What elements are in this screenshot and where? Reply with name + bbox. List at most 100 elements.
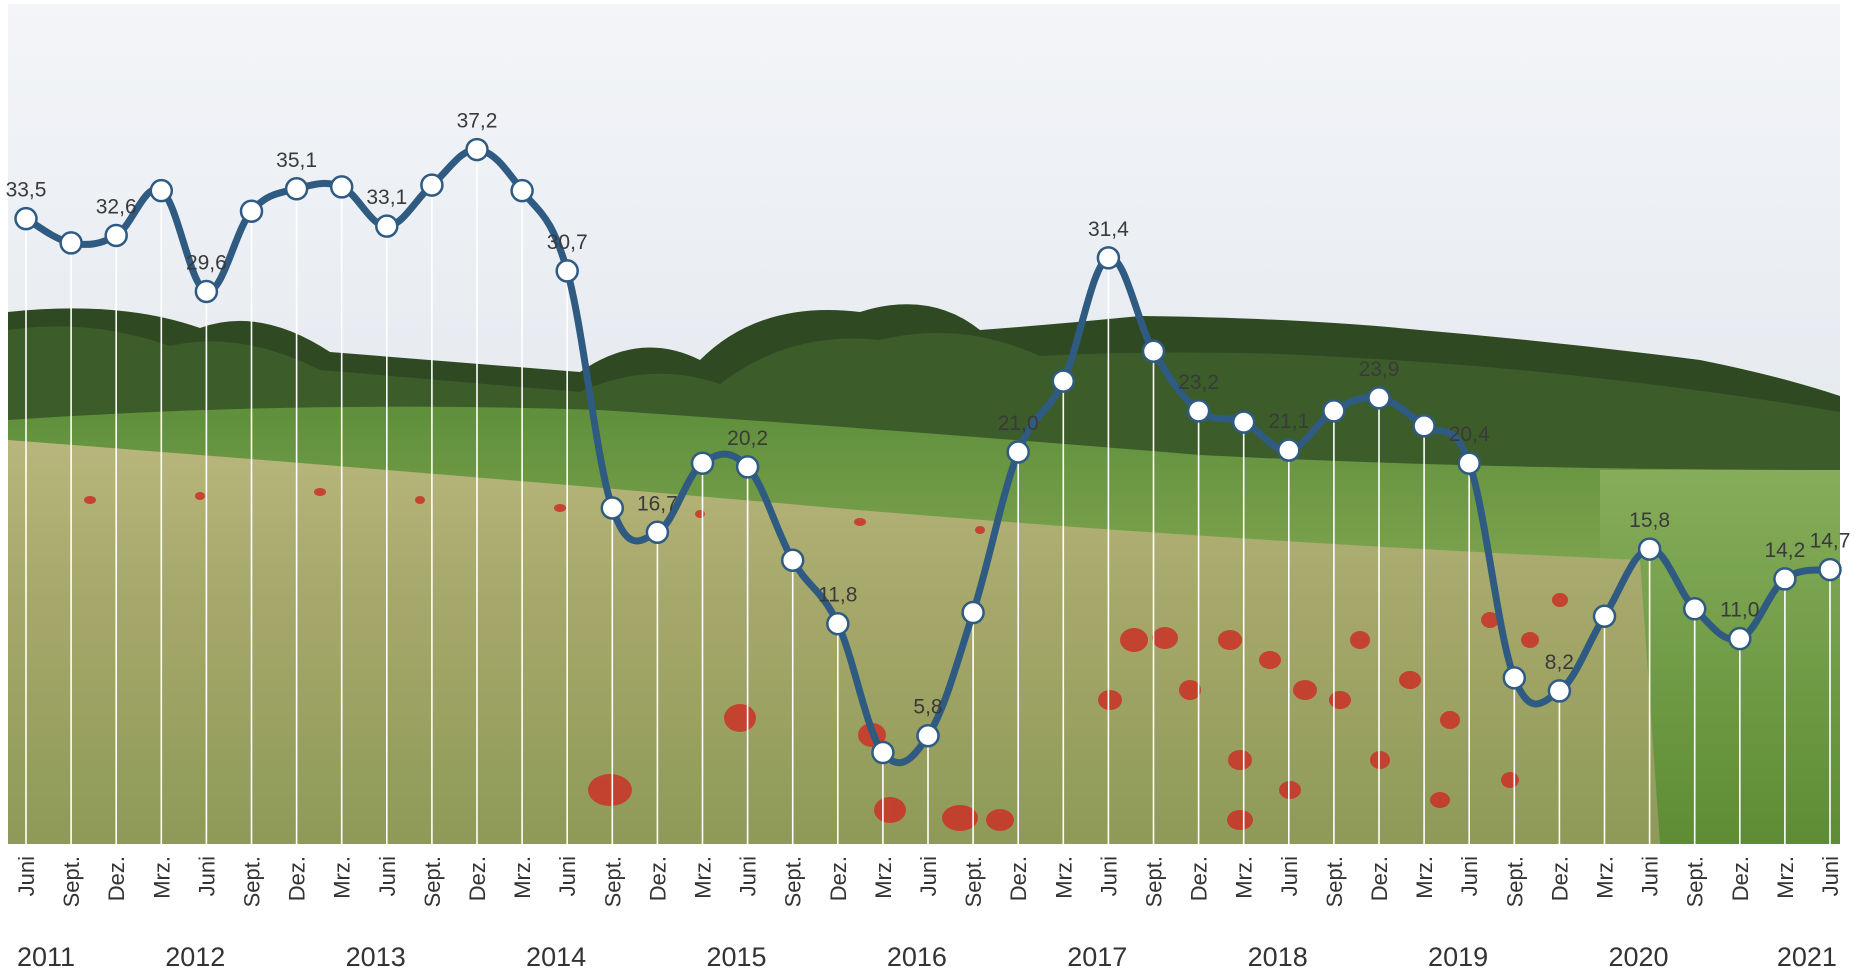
data-point xyxy=(916,723,940,748)
data-label: 16,7 xyxy=(637,492,678,515)
x-tick-label: Sept. xyxy=(1683,856,1708,907)
x-tick-label: Juni xyxy=(375,856,400,896)
vertical-gridlines xyxy=(25,149,1831,844)
data-point xyxy=(14,206,38,231)
data-label: 37,2 xyxy=(457,110,498,133)
data-point xyxy=(1006,440,1030,464)
data-labels: 33,5 32,6 29,6 35,1 33,1 37,2 30,7 16,7 20,2 11,8… xyxy=(6,110,1851,719)
x-tick-label: Dez. xyxy=(1187,856,1212,901)
data-point xyxy=(780,548,805,573)
data-label: 30,7 xyxy=(547,231,588,254)
x-tick-label: Sept. xyxy=(781,856,806,907)
x-tick-label: Sept. xyxy=(240,856,265,907)
data-point xyxy=(961,600,985,625)
data-label: 15,8 xyxy=(1629,509,1670,532)
data-point xyxy=(510,178,534,203)
data-label: 11,8 xyxy=(818,584,857,607)
x-year-label: 2021 xyxy=(1777,942,1837,971)
data-point xyxy=(1502,666,1527,690)
x-tick-label: Mrz. xyxy=(149,856,174,899)
x-tick-label: Sept. xyxy=(600,856,625,907)
data-label: 5,8 xyxy=(913,696,942,719)
data-point xyxy=(1818,557,1842,582)
data-point xyxy=(1547,679,1572,703)
data-label: 23,2 xyxy=(1178,371,1219,394)
data-point xyxy=(735,455,760,479)
data-point xyxy=(284,177,309,201)
data-point xyxy=(1096,246,1121,270)
data-point xyxy=(1592,604,1617,629)
x-year-label: 2017 xyxy=(1067,942,1127,971)
data-point xyxy=(149,178,174,203)
data-point xyxy=(59,231,83,255)
data-label: 21,0 xyxy=(998,412,1039,435)
x-tick-label: Dez. xyxy=(465,856,490,901)
data-markers xyxy=(14,137,1842,765)
data-point xyxy=(1277,438,1301,462)
data-label: 11,0 xyxy=(1720,599,1759,622)
x-tick-label: Sept. xyxy=(1142,856,1167,907)
x-year-label: 2020 xyxy=(1608,942,1668,971)
x-tick-label: Dez. xyxy=(645,856,670,901)
x-year-label: 2012 xyxy=(165,942,225,971)
x-tick-label: Juni xyxy=(916,856,941,896)
x-year-label: 2016 xyxy=(887,942,947,971)
data-point xyxy=(1051,369,1076,393)
x-tick-label: Juni xyxy=(1818,856,1843,896)
data-label: 20,4 xyxy=(1449,423,1490,446)
data-point xyxy=(826,611,850,636)
x-tick-label: Dez. xyxy=(104,856,129,901)
x-tick-label: Dez. xyxy=(285,856,310,901)
data-point xyxy=(1682,597,1707,621)
x-tick-label: Juni xyxy=(1457,856,1482,896)
x-tick-label: Dez. xyxy=(1006,856,1031,901)
background-photo xyxy=(8,4,1840,844)
data-point xyxy=(329,175,354,199)
x-tick-label: Sept. xyxy=(1502,856,1527,907)
data-point xyxy=(1141,339,1166,363)
x-year-label: 2019 xyxy=(1428,942,1488,971)
data-point xyxy=(1186,399,1211,423)
data-point xyxy=(871,740,895,765)
x-year-label: 2014 xyxy=(526,942,586,971)
data-point xyxy=(420,173,444,197)
data-point xyxy=(1457,451,1481,475)
x-tick-label: Dez. xyxy=(826,856,851,901)
x-tick-label: Juni xyxy=(194,856,219,896)
x-tick-label: Juni xyxy=(1638,856,1663,896)
data-point xyxy=(690,451,715,475)
x-tick-label: Dez. xyxy=(1367,856,1392,901)
data-point xyxy=(555,259,579,283)
data-point xyxy=(194,279,219,304)
x-tick-label: Juni xyxy=(736,856,761,896)
data-label: 32,6 xyxy=(96,195,137,218)
data-label: 14,2 xyxy=(1764,539,1805,562)
x-year-label: 2013 xyxy=(346,942,406,971)
x-tick-label: Mrz. xyxy=(510,856,535,899)
x-tick-label: Mrz. xyxy=(1232,856,1257,899)
x-tick-label: Mrz. xyxy=(1051,856,1076,899)
data-point xyxy=(1367,386,1391,410)
data-point xyxy=(375,214,399,238)
data-label: 29,6 xyxy=(186,251,227,274)
data-label: 20,2 xyxy=(727,427,768,450)
x-tick-label: Mrz. xyxy=(1593,856,1618,899)
x-year-label: 2018 xyxy=(1248,942,1308,971)
x-tick-label: Dez. xyxy=(1728,856,1753,901)
x-tick-label: Sept. xyxy=(1322,856,1347,907)
x-tick-label: Mrz. xyxy=(871,856,896,899)
x-tick-label: Sept. xyxy=(420,856,445,907)
data-label: 14,7 xyxy=(1810,530,1851,553)
x-tick-label: Juni xyxy=(1096,856,1121,896)
x-tick-label: Sept. xyxy=(59,856,84,907)
data-label: 35,1 xyxy=(276,149,317,172)
x-tick-label: Mrz. xyxy=(1412,856,1437,899)
data-point xyxy=(600,496,625,520)
x-tick-label: Mrz. xyxy=(691,856,716,899)
x-tick-label: Juni xyxy=(14,856,39,896)
x-year-label: 2015 xyxy=(706,942,766,971)
x-tick-label: Dez. xyxy=(1547,856,1572,901)
data-point xyxy=(1322,399,1346,423)
x-tick-label: Mrz. xyxy=(330,856,355,899)
